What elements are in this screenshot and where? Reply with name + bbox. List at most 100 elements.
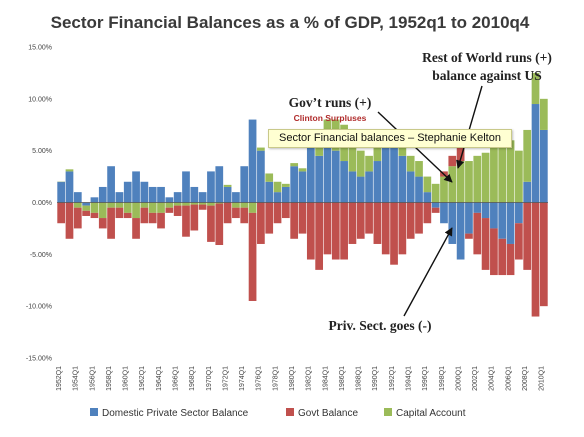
- private-bar: [165, 197, 174, 203]
- private-bar: [456, 202, 465, 260]
- private-bar: [298, 171, 307, 203]
- capital-bar: [440, 176, 448, 203]
- private-bar: [348, 171, 357, 203]
- private-bar: [473, 202, 482, 213]
- govt-bar: [165, 207, 174, 213]
- annotation-clinton-surpluses: Clinton Surpluses: [294, 113, 367, 123]
- annotation-private-sector: Priv. Sect. goes (-): [328, 318, 431, 333]
- x-tick-label: 1982Q1: [306, 366, 313, 391]
- private-bar: [123, 181, 132, 203]
- tooltip: Sector Financial balances – Stephanie Ke…: [268, 129, 512, 148]
- govt-bar: [390, 202, 398, 265]
- private-bar: [373, 161, 382, 203]
- govt-bar: [240, 207, 249, 224]
- govt-bar: [340, 202, 348, 260]
- y-axis-ticks: 15.00% 10.00% 5.00% 0.00% -5.00% -10.00% -15.0…: [26, 45, 52, 363]
- x-tick-label: 2002Q1: [472, 366, 479, 391]
- govt-bar: [140, 207, 149, 224]
- govt-bar: [57, 202, 66, 224]
- govt-bar: [465, 233, 473, 239]
- private-bar: [248, 119, 257, 203]
- govt-bar: [107, 207, 115, 239]
- govt-bar: [381, 202, 390, 255]
- govt-bar: [481, 218, 490, 270]
- govt-bar: [331, 202, 340, 260]
- private-bar: [90, 197, 99, 203]
- private-bar: [431, 202, 440, 208]
- govt-bar: [306, 202, 315, 260]
- govt-bar: [448, 155, 457, 167]
- capital-bar: [148, 202, 157, 213]
- private-bar: [190, 186, 199, 203]
- capital-bar: [115, 202, 124, 208]
- x-tick-label: 1992Q1: [389, 366, 396, 391]
- legend-label: Govt Balance: [298, 408, 358, 419]
- annotations: Rest of World runs (+) balance against US…: [289, 50, 552, 333]
- capital-bar: [431, 183, 440, 203]
- x-tick-label: 1988Q1: [356, 366, 363, 391]
- govt-bar: [356, 202, 365, 239]
- govt-bar: [473, 212, 482, 255]
- govt-bar: [415, 202, 423, 234]
- private-bar: [73, 192, 82, 203]
- govt-bar: [456, 145, 465, 162]
- govt-bar: [398, 202, 407, 255]
- x-tick-label: 1996Q1: [422, 366, 429, 391]
- private-bar: [398, 155, 407, 203]
- private-bar: [98, 186, 107, 203]
- capital-bar: [215, 202, 224, 204]
- x-tick-label: 2008Q1: [522, 366, 529, 391]
- private-bar: [415, 176, 423, 203]
- govt-bar: [98, 218, 107, 229]
- legend-label: Capital Account: [396, 408, 466, 419]
- y-tick-label: 0.00%: [32, 200, 52, 207]
- x-tick-label: 1980Q1: [289, 366, 296, 391]
- plot-area: [57, 72, 548, 317]
- private-bar: [140, 181, 149, 203]
- x-tick-label: 1972Q1: [222, 366, 229, 391]
- govt-bar: [423, 202, 432, 224]
- private-bar: [539, 129, 548, 203]
- y-tick-label: 10.00%: [28, 96, 52, 103]
- private-bar: [523, 181, 532, 203]
- govt-bar: [298, 202, 307, 234]
- private-bar: [182, 171, 190, 203]
- private-bar: [232, 192, 240, 203]
- private-bar: [215, 166, 224, 203]
- private-bar: [257, 150, 265, 203]
- capital-bar: [281, 183, 290, 187]
- govt-bar: [498, 238, 507, 276]
- x-tick-label: 1964Q1: [156, 366, 163, 391]
- capital-bar: [423, 176, 432, 193]
- arrow-rest-of-world: [456, 85, 483, 169]
- govt-bar: [148, 212, 157, 224]
- capital-bar: [365, 155, 373, 172]
- capital-bar: [448, 166, 457, 203]
- capital-bar: [157, 202, 165, 213]
- govt-bar: [82, 210, 90, 216]
- private-bar: [223, 186, 232, 203]
- x-tick-label: 2000Q1: [455, 366, 462, 391]
- private-bar: [132, 171, 140, 203]
- private-bar: [173, 192, 182, 203]
- govt-bar: [365, 202, 373, 234]
- govt-bar: [90, 212, 99, 219]
- private-bar: [406, 171, 415, 203]
- capital-bar: [207, 202, 215, 206]
- private-bar: [148, 186, 157, 203]
- private-bar: [107, 166, 115, 203]
- capital-bar: [98, 202, 107, 219]
- govt-bar: [348, 202, 357, 244]
- x-tick-label: 1966Q1: [173, 366, 180, 391]
- x-tick-label: 1974Q1: [239, 366, 246, 391]
- govt-bar: [531, 202, 540, 317]
- govt-bar: [207, 205, 215, 242]
- govt-bar: [190, 204, 199, 231]
- y-tick-label: -5.00%: [30, 252, 52, 259]
- capital-bar: [515, 150, 523, 203]
- x-tick-label: 1952Q1: [56, 366, 63, 391]
- capital-bar: [82, 205, 90, 211]
- govt-bar: [173, 205, 182, 216]
- capital-bar: [373, 147, 382, 162]
